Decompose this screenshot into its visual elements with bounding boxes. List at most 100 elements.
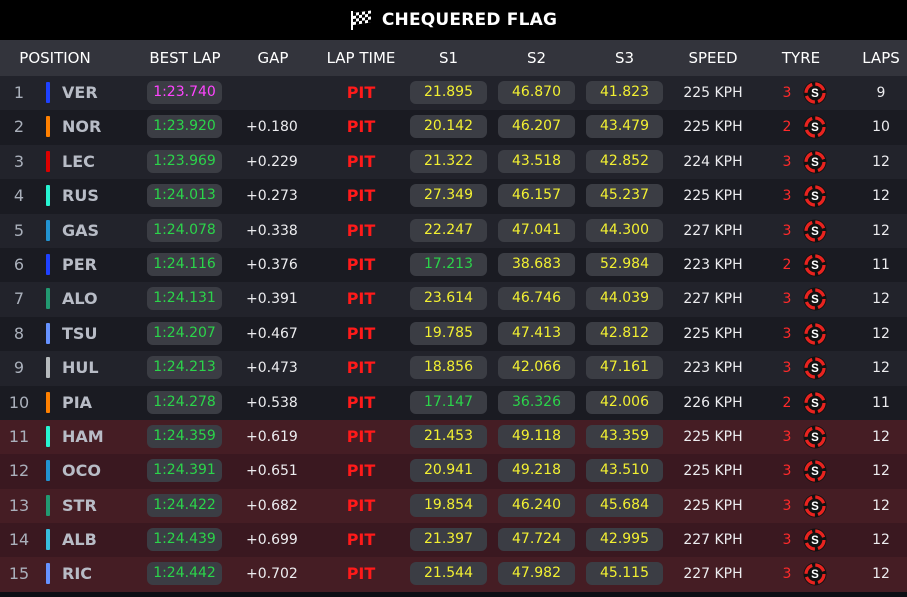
header-tyre[interactable]: TYRE	[781, 49, 821, 67]
table-row[interactable]: 1 VER 1:23.740 PIT 21.895 46.870 41.823 225 KPH…	[0, 76, 907, 111]
table-row[interactable]: 6 PER 1:24.116 +0.376 PIT 17.213 38.683 52.984 2…	[0, 247, 907, 283]
laps-count: 12	[872, 325, 890, 342]
table-row[interactable]: 2 NOR 1:23.920 +0.180 PIT 20.142 46.207 43.479 2…	[0, 110, 907, 145]
driver-code: TSU	[62, 323, 98, 343]
team-color-bar	[46, 563, 50, 585]
table-row[interactable]: 14 ALB 1:24.439 +0.699 PIT 21.397 47.724 42.995…	[0, 523, 907, 558]
lap-time-status: PIT	[346, 392, 376, 412]
position-number: 7	[13, 289, 25, 309]
soft-tyre-icon: S	[803, 459, 827, 483]
driver-code: HUL	[62, 358, 99, 378]
header-laps[interactable]: LAPS	[862, 49, 900, 67]
header-gap[interactable]: GAP	[257, 49, 289, 67]
sector-1-time: 19.854	[410, 493, 487, 517]
sector-2-time: 49.118	[498, 424, 575, 448]
position-number: 9	[13, 358, 25, 378]
sector-3-time: 52.984	[586, 252, 663, 276]
table-row[interactable]: 15 RIC 1:24.442 +0.702 PIT 21.544 47.982 45.115…	[0, 557, 907, 592]
sector-1-time: 21.544	[410, 562, 487, 586]
team-color-bar	[46, 322, 50, 344]
header-speed[interactable]: SPEED	[688, 49, 738, 67]
sector-1-time: 18.856	[410, 356, 487, 380]
tyre-age: 3	[782, 325, 792, 342]
speed-value: 225 KPH	[683, 325, 743, 342]
soft-tyre-icon: S	[803, 287, 827, 311]
table-row[interactable]: 3 LEC 1:23.969 +0.229 PIT 21.322 43.518 42.852 2…	[0, 144, 907, 180]
tyre-age: 2	[782, 394, 792, 411]
team-color-bar	[46, 185, 50, 207]
table-row[interactable]: 13 STR 1:24.422 +0.682 PIT 19.854 46.240 45.684…	[0, 488, 907, 524]
laps-count: 12	[872, 463, 890, 480]
tyre-compound-letter: S	[811, 157, 819, 169]
soft-tyre-icon: S	[803, 356, 827, 380]
driver-code: RIC	[62, 564, 93, 584]
best-lap-time: 1:24.078	[147, 218, 222, 242]
speed-value: 225 KPH	[683, 497, 743, 514]
laps-count: 12	[872, 291, 890, 308]
laps-count: 11	[872, 394, 890, 411]
speed-value: 223 KPH	[683, 256, 743, 273]
sector-2-time: 47.724	[498, 528, 575, 552]
soft-tyre-icon: S	[803, 219, 827, 243]
table-row[interactable]: 5 GAS 1:24.078 +0.338 PIT 22.247 47.041 44.300 2…	[0, 213, 907, 248]
header-lap-time[interactable]: LAP TIME	[326, 49, 396, 67]
tyre-compound-letter: S	[811, 226, 819, 238]
tyre-age: 3	[782, 153, 792, 170]
sector-2-time: 42.066	[498, 356, 575, 380]
soft-tyre-icon: S	[803, 253, 827, 277]
sector-1-time: 21.895	[410, 81, 487, 104]
tyre-compound-letter: S	[811, 535, 819, 547]
driver-code: LEC	[62, 151, 95, 171]
position-number: 10	[8, 392, 30, 412]
tyre-compound-letter: S	[811, 363, 819, 375]
best-lap-time: 1:24.359	[147, 424, 222, 448]
best-lap-time: 1:24.213	[147, 356, 222, 380]
tyre-age: 3	[782, 463, 792, 480]
header-position[interactable]: POSITION	[19, 49, 91, 67]
driver-code: NOR	[62, 117, 102, 137]
chequered-flag-icon	[350, 10, 371, 30]
speed-value: 225 KPH	[683, 119, 743, 136]
table-row[interactable]: 9 HUL 1:24.213 +0.473 PIT 18.856 42.066 47.161 2…	[0, 351, 907, 386]
sector-1-time: 21.397	[410, 528, 487, 552]
lap-time-status: PIT	[346, 530, 376, 550]
table-row[interactable]: 11 HAM 1:24.359 +0.619 PIT 21.453 49.118 43.359…	[0, 419, 907, 455]
laps-count: 9	[876, 85, 886, 101]
speed-value: 227 KPH	[683, 532, 743, 549]
table-row[interactable]: 7 ALO 1:24.131 +0.391 PIT 23.614 46.746 44.039 2…	[0, 282, 907, 317]
sector-2-time: 46.746	[498, 287, 575, 311]
title-group: CHEQUERED FLAG	[350, 10, 557, 30]
team-color-bar	[46, 288, 50, 310]
table-row[interactable]: 4 RUS 1:24.013 +0.273 PIT 27.349 46.157 45.237 2…	[0, 179, 907, 214]
best-lap-time: 1:24.207	[147, 321, 222, 345]
team-color-bar	[46, 150, 50, 172]
best-lap-time: 1:24.116	[147, 252, 222, 276]
driver-code: ALO	[62, 289, 98, 309]
gap-value: +0.391	[246, 291, 298, 308]
lap-time-status: PIT	[346, 461, 376, 481]
tyre-age: 3	[782, 360, 792, 377]
speed-value: 225 KPH	[683, 188, 743, 205]
laps-count: 10	[872, 119, 890, 136]
sector-3-time: 42.852	[586, 149, 663, 173]
sector-3-time: 44.300	[586, 218, 663, 242]
position-number: 11	[8, 426, 30, 446]
sector-2-time: 46.240	[498, 493, 575, 517]
header-s2[interactable]: S2	[526, 49, 547, 67]
sector-3-time: 45.115	[586, 562, 663, 586]
header-s1[interactable]: S1	[438, 49, 459, 67]
position-number: 15	[8, 564, 30, 584]
sector-2-time: 46.207	[498, 115, 575, 139]
laps-count: 11	[872, 256, 890, 273]
driver-code: PIA	[62, 392, 93, 412]
header-s3[interactable]: S3	[614, 49, 635, 67]
header-best-lap[interactable]: BEST LAP	[149, 49, 221, 67]
sector-3-time: 41.823	[586, 81, 663, 104]
table-row[interactable]: 12 OCO 1:24.391 +0.651 PIT 20.941 49.218 43.510…	[0, 454, 907, 489]
table-row[interactable]: 10 PIA 1:24.278 +0.538 PIT 17.147 36.326 42.006…	[0, 385, 907, 420]
tyre-compound-letter: S	[811, 329, 819, 341]
tyre-compound-letter: S	[811, 466, 819, 478]
lap-time-status: PIT	[346, 564, 376, 584]
table-row[interactable]: 8 TSU 1:24.207 +0.467 PIT 19.785 47.413 42.812 2…	[0, 316, 907, 352]
laps-count: 12	[872, 153, 890, 170]
